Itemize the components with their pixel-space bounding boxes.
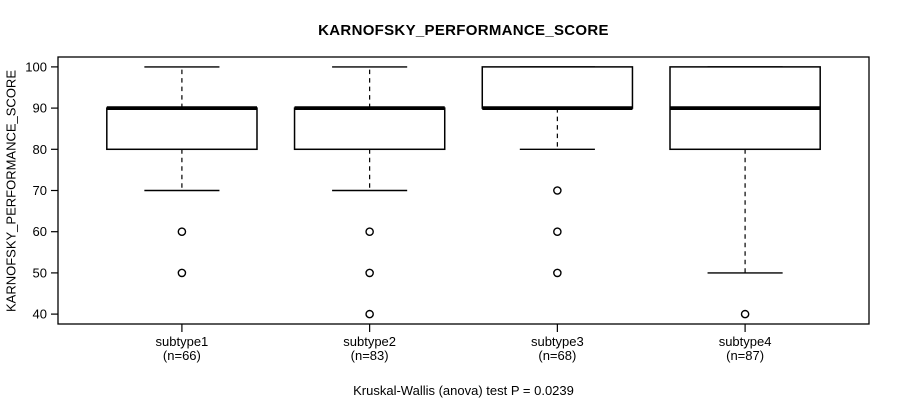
y-tick-label: 40 [33,307,47,322]
outlier-point [177,268,187,278]
outlier-point [365,268,374,278]
outlier-point [177,227,187,237]
y-tick-label: 50 [33,265,47,280]
category-n-label: (n=83) [351,348,389,363]
category-label: subtype4 [719,334,772,349]
box-iqr [106,107,258,151]
category-label: subtype1 [156,334,209,349]
y-tick-label: 60 [33,224,47,239]
y-tick-label: 90 [33,101,47,116]
box-iqr [293,107,446,151]
category-label: subtype2 [343,334,396,349]
chart-title: KARNOFSKY_PERFORMANCE_SCORE [318,22,609,39]
category-n-label: (n=68) [538,348,576,363]
outlier-point [553,186,562,195]
category-label: subtype3 [531,334,584,349]
outlier-point [553,227,562,237]
outlier-point [553,268,562,278]
outlier-point [365,309,374,319]
outlier-point [365,227,374,237]
category-n-label: (n=66) [163,348,201,363]
y-tick-label: 100 [25,59,47,74]
outlier-point [740,309,750,319]
y-tick-label: 70 [33,183,47,198]
box-iqr [481,66,634,109]
y-tick-label: 80 [33,142,47,157]
stat-test-footer: Kruskal-Wallis (anova) test P = 0.0239 [353,383,574,398]
category-n-label: (n=87) [726,348,764,363]
